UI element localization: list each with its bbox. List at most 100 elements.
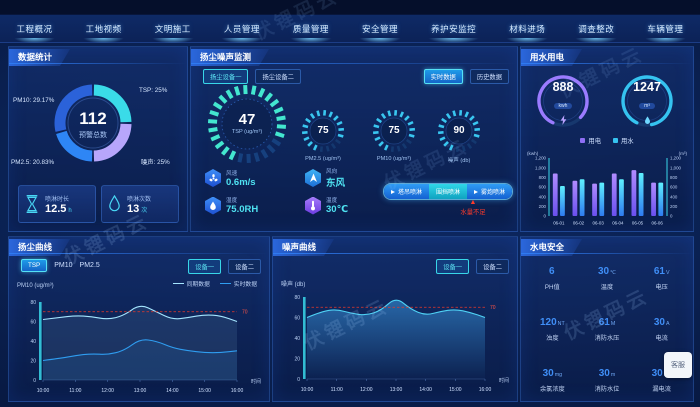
svg-text:80: 80 — [30, 300, 36, 306]
tsp-gauge-value: 47 — [238, 111, 256, 128]
nav-tab-safety[interactable]: 安全管理 — [355, 20, 405, 45]
svg-text:1,000: 1,000 — [535, 165, 547, 170]
dust-curve-legend: 同期数据 实时数据 — [172, 279, 257, 288]
play-icon — [474, 189, 479, 194]
noise-gauge-value: 90 — [453, 125, 465, 136]
svg-text:60: 60 — [294, 315, 300, 321]
noise-curve-device-2-button[interactable]: 设备二 — [476, 259, 509, 274]
svg-text:0: 0 — [544, 214, 547, 219]
safety-grid: 6 PH值 30℃ 温度 61V 电压 120NT 浊度 61M 消防水压 30A 电流 3… — [525, 261, 689, 393]
spray-fence-button[interactable]: 围挡喷淋 — [429, 184, 468, 199]
dust-curve-device-1-button[interactable]: 设备一 — [188, 259, 222, 274]
lightning-icon — [560, 115, 566, 125]
temperature-item: 温度 30℃ — [305, 196, 415, 215]
nav-tab-overview[interactable]: 工程概况 — [9, 20, 60, 45]
svg-text:15:00: 15:00 — [449, 387, 462, 393]
svg-text:20: 20 — [294, 356, 300, 362]
alert-donut-chart — [54, 84, 132, 162]
safety-item-ph: 6 PH值 — [544, 266, 560, 291]
nav-tab-personnel[interactable]: 人员管理 — [217, 20, 267, 45]
svg-text:20: 20 — [30, 358, 36, 364]
nav-tab-materials[interactable]: 材料进场 — [502, 20, 553, 45]
noise-gauge: 90 — [436, 108, 482, 154]
realtime-data-button[interactable]: 实时数据 — [423, 69, 463, 84]
panel-dust-curve: 扬尘曲线 TSP PM10 PM2.5 设备一 设备二 同期数据 实时数据 PM… — [8, 236, 270, 402]
svg-text:70: 70 — [490, 305, 496, 311]
svg-text:0: 0 — [33, 378, 36, 384]
svg-text:15:00: 15:00 — [198, 388, 211, 394]
svg-text:16:00: 16:00 — [479, 387, 492, 393]
spray-duration-value: 12.5 — [45, 202, 67, 215]
water-drop-icon — [109, 194, 120, 212]
dust-device-1-tab[interactable]: 扬尘设备一 — [203, 69, 249, 84]
svg-text:60: 60 — [30, 319, 36, 325]
customer-service-widget[interactable]: 客服 — [664, 352, 692, 378]
nav-tab-vehicles[interactable]: 车辆管理 — [640, 20, 691, 45]
svg-text:13:00: 13:00 — [134, 388, 147, 394]
svg-text:11:00: 11:00 — [331, 387, 343, 393]
nav-tab-civilized[interactable]: 文明施工 — [147, 20, 198, 45]
water-power-bar-chart: 0 0 200 200 400 400 600 600 800 800 1,000 1,000 1,20… — [527, 151, 688, 226]
temperature-icon — [305, 196, 321, 215]
svg-text:(m³): (m³) — [679, 151, 688, 156]
nav-tab-maintenance[interactable]: 养护安监控 — [423, 20, 485, 45]
spray-tower-button[interactable]: 塔吊喷淋 — [384, 184, 430, 199]
spray-duration-card: 喷淋时长 12.5 h — [18, 185, 96, 223]
svg-text:600: 600 — [539, 185, 547, 190]
donut-label-pm25: PM2.5: 20.83% — [11, 159, 55, 166]
spray-count-value: 13 — [127, 202, 140, 215]
svg-text:16:00: 16:00 — [231, 388, 244, 394]
water-unit: m³ — [639, 103, 655, 109]
legend-line-swatch — [219, 282, 231, 285]
safety-item-fire-water-pressure: 61M 消防水压 — [594, 317, 620, 342]
dust-curve-ylabel: PM10 (ug/m³) — [17, 283, 54, 289]
svg-text:06-04: 06-04 — [612, 221, 624, 226]
svg-text:800: 800 — [539, 175, 547, 180]
pm25-gauge: 75 — [300, 108, 346, 154]
spray-count-unit: 次 — [141, 207, 148, 214]
safety-item-turbidity: 120NT 浊度 — [539, 317, 565, 342]
dust-line-chart: 0 20 40 60 80 10:00 11:00 12:00 13:00 14:00 15:00 1… — [30, 300, 261, 394]
power-value: 888 — [552, 80, 574, 94]
panel-title: 扬尘曲线 — [9, 239, 70, 256]
nav-tab-rectify[interactable]: 调查整改 — [571, 20, 622, 45]
svg-text:14:00: 14:00 — [166, 388, 179, 394]
panel-dust-noise: 扬尘噪声监测 扬尘设备一 扬尘设备二 实时数据 历史数据 47 TSP (ug/… — [190, 46, 518, 232]
panel-noise-curve: 噪声曲线 设备一 设备二 噪声 (db) 0 20 40 60 80 10:00 11:00… — [272, 236, 518, 402]
svg-text:10:00: 10:00 — [37, 388, 50, 394]
dust-curve-device-2-button[interactable]: 设备二 — [228, 259, 261, 274]
dust-curve-tab-tsp[interactable]: TSP — [21, 259, 48, 272]
dust-device-2-tab[interactable]: 扬尘设备二 — [255, 69, 301, 84]
power-unit: kwh — [553, 103, 573, 109]
safety-item-chlorine: 30mg 余氯浓度 — [539, 368, 565, 393]
pm10-gauge-value: 75 — [388, 125, 400, 136]
nav-tab-quality[interactable]: 质量管理 — [286, 20, 336, 45]
svg-text:12:00: 12:00 — [101, 388, 114, 394]
wind-speed-item: 风速 0.6m/s — [205, 167, 305, 189]
humidity-item: 湿度 75.0RH — [205, 196, 305, 215]
svg-text:1,200: 1,200 — [670, 156, 682, 161]
spray-cannon-button[interactable]: 雾炮喷淋 — [467, 184, 513, 199]
water-value: 1247 — [633, 80, 661, 94]
panel-title: 水电安全 — [521, 239, 582, 256]
nav-tabs: 工程概况 工地视频 文明施工 人员管理 质量管理 安全管理 养护安监控 材料进场… — [0, 15, 700, 45]
donut-label-noise: 噪声: 25% — [141, 159, 170, 166]
water-legend-swatch — [613, 138, 618, 143]
svg-text:200: 200 — [539, 204, 547, 209]
donut-label-pm10: PM10: 29.17% — [13, 97, 55, 104]
safety-item-fire-water-level: 30m 消防水位 — [594, 368, 620, 393]
alert-total-label: 预警总数 — [79, 132, 107, 139]
panel-title: 用水用电 — [521, 49, 582, 66]
power-legend-swatch — [580, 138, 586, 143]
dust-curve-tab-pm10[interactable]: PM10 — [54, 262, 73, 269]
donut-center: 112 预警总数 — [47, 109, 139, 140]
nav-tab-site-video[interactable]: 工地视频 — [78, 20, 129, 45]
humidity-icon — [205, 196, 221, 215]
svg-text:800: 800 — [670, 175, 678, 180]
panel-data-stats: 数据统计 112 预警总数 PM10: 29.17% TSP: 25% PM2.… — [8, 46, 188, 232]
alert-total-value: 112 — [79, 109, 107, 128]
hourglass-icon — [26, 195, 38, 213]
history-data-button[interactable]: 历史数据 — [469, 69, 509, 84]
dust-curve-tab-pm25[interactable]: PM2.5 — [79, 262, 100, 269]
noise-curve-device-1-button[interactable]: 设备一 — [436, 259, 470, 274]
